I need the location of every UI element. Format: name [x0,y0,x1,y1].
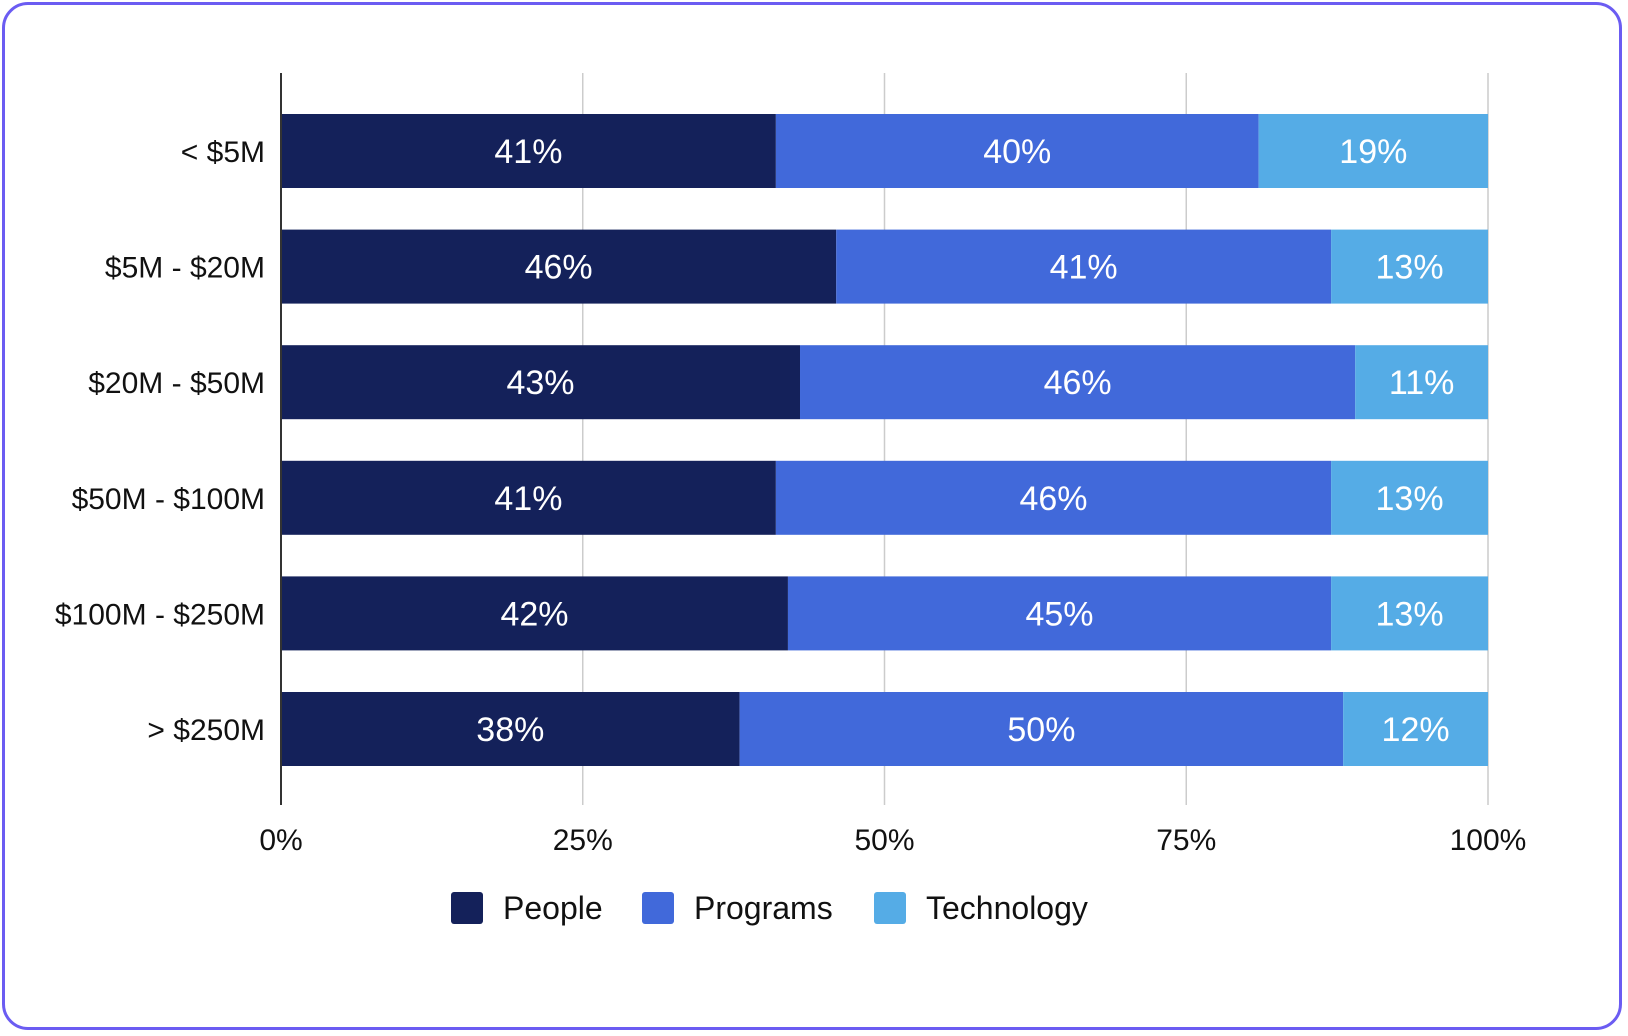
legend-label-technology: Technology [926,890,1088,926]
data-label: 38% [476,711,544,749]
bar-programs [787,576,1332,651]
bar-technology [1258,114,1488,188]
data-labels: 41% 40% 19% 46% 41% 13% 43% 46% 11% 41% 46% 13% 42% 4… [476,133,1454,749]
bar-programs [739,692,1344,766]
data-label: 11% [1389,364,1455,402]
x-tick-label: 75% [1156,824,1216,857]
x-tick-label: 0% [259,824,302,857]
data-label: 45% [1025,595,1093,633]
data-label: 46% [1044,364,1112,402]
data-label: 42% [500,595,568,633]
legend-label-people: People [503,890,603,926]
bar-programs [775,114,1259,188]
gridlines [582,73,1489,805]
data-label: 46% [1019,480,1087,518]
legend: People Programs Technology [451,890,1088,926]
bar-people [281,114,776,188]
category-label: $100M - $250M [55,598,265,631]
legend-swatch-people [451,892,483,924]
x-tick-label: 100% [1450,824,1527,857]
data-label: 41% [494,133,562,171]
category-label: $5M - $20M [105,252,265,285]
x-tick-label: 50% [854,824,914,857]
legend-swatch-technology [874,892,906,924]
bar-people [281,229,837,304]
legend-swatch-programs [642,892,674,924]
data-label: 46% [525,249,593,287]
data-label: 40% [983,133,1051,171]
bar-technology [1331,460,1488,535]
bar-programs [836,229,1332,304]
bar-programs [775,460,1332,535]
bar-technology [1331,229,1488,304]
bar-people [281,460,776,535]
bar-people [281,345,801,420]
legend-label-programs: Programs [694,890,833,926]
category-label: $20M - $50M [88,367,265,400]
axes: 0% 25% 50% 75% 100% < $5M $5M - $20M $20M - $50… [55,73,1526,857]
data-label: 12% [1382,711,1450,749]
data-label: 13% [1376,480,1444,518]
data-label: 13% [1376,595,1444,633]
category-label: $50M - $100M [72,483,265,516]
data-label: 13% [1376,249,1444,287]
category-label: < $5M [181,136,265,169]
category-label: > $250M [147,714,265,747]
data-label: 41% [1050,249,1118,287]
bars [281,114,1488,766]
bar-technology [1331,576,1488,651]
bar-people [281,692,740,766]
data-label: 19% [1339,133,1407,171]
data-label: 50% [1007,711,1075,749]
x-tick-label: 25% [553,824,613,857]
bar-technology [1343,692,1488,766]
bar-technology [1355,345,1488,420]
stacked-bar-chart: 41% 40% 19% 46% 41% 13% 43% 46% 11% 41% 46% 13% 42% 4… [55,73,1526,926]
bar-people [281,576,788,651]
data-label: 41% [494,480,562,518]
data-label: 43% [506,364,574,402]
bar-programs [800,345,1356,420]
